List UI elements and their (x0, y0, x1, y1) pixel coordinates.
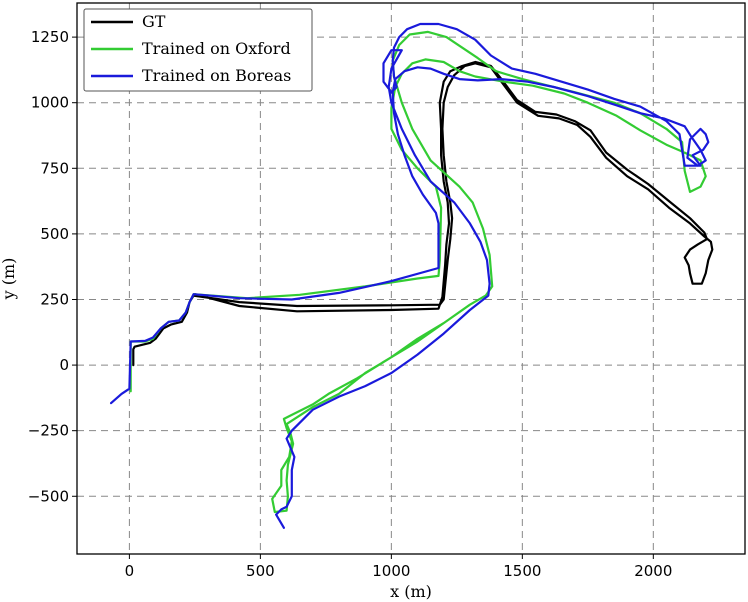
series-line-1 (129, 30, 707, 514)
legend-entries: GT Trained on Oxford Trained on Boreas (91, 12, 291, 85)
x-tick-label: 500 (246, 562, 275, 580)
axis-ticks: 0 500 1000 1500 2000 −500 −250 0 250 500 750 1000 12… (28, 28, 673, 580)
x-tick-label: 2000 (634, 562, 672, 580)
x-tick-label: 1000 (372, 562, 410, 580)
y-tick-label: 1000 (31, 94, 69, 112)
y-tick-label: 500 (40, 225, 69, 243)
legend: GT Trained on Oxford Trained on Boreas (83, 8, 313, 92)
legend-label-0: GT (142, 12, 166, 31)
y-tick-label: −250 (28, 422, 69, 440)
x-tick-label: 1500 (503, 562, 541, 580)
y-tick-label: 250 (40, 290, 69, 308)
x-axis-label: x (m) (390, 582, 432, 601)
x-tick-label: 0 (125, 562, 135, 580)
series-lines (110, 22, 714, 529)
series-line-2 (110, 22, 710, 529)
y-axis-label: y (m) (0, 258, 18, 301)
y-tick-label: 0 (59, 356, 69, 374)
legend-box (83, 8, 313, 92)
grid-lines (77, 3, 745, 554)
series-line-0 (132, 60, 714, 367)
legend-label-1: Trained on Oxford (142, 39, 291, 58)
legend-label-2: Trained on Boreas (142, 66, 291, 85)
y-tick-label: −500 (28, 487, 69, 505)
y-tick-label: 1250 (31, 28, 69, 46)
y-tick-label: 750 (40, 159, 69, 177)
plot-frame (76, 2, 746, 555)
